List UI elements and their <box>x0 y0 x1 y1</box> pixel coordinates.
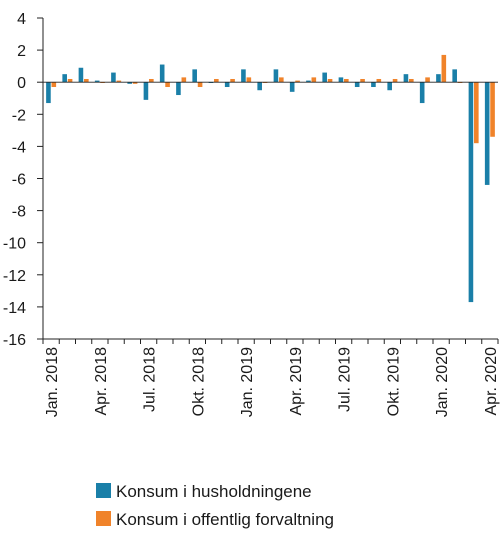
legend-label-1: Konsum i husholdningene <box>116 482 312 501</box>
x-tick-label: Jan. 2018 <box>44 347 61 417</box>
bar-series-1-14 <box>273 69 279 83</box>
x-tick-label: Okt. 2019 <box>385 347 402 416</box>
bar-series-1-24 <box>436 74 441 83</box>
bar-series-1-27 <box>484 82 490 185</box>
y-tick-label: -8 <box>12 204 26 221</box>
bar-series-1-2 <box>78 67 84 83</box>
y-axis-tick-labels: 4 2 0 -2 -4 -6 -8 -10 -12 -14 -16 <box>3 11 26 349</box>
y-tick-label: 2 <box>17 43 26 60</box>
bar-series-2-24 <box>441 54 447 83</box>
bar-series-2-17 <box>327 78 333 83</box>
bar-series-1-4 <box>111 72 116 83</box>
y-tick-label: -4 <box>12 139 26 156</box>
x-tick-label: Apr. 2019 <box>288 347 305 416</box>
bar-series-1-9 <box>192 69 197 83</box>
bar-series-2-18 <box>344 78 349 83</box>
x-tick-label: Jul. 2019 <box>337 347 354 412</box>
x-tick-label: Okt. 2018 <box>190 347 207 416</box>
bar-series-2-15 <box>295 80 300 83</box>
bar-series-2-0 <box>51 82 57 88</box>
bars <box>46 54 495 303</box>
legend-swatch-2 <box>96 511 111 526</box>
bar-series-1-23 <box>419 82 425 104</box>
bar-series-1-8 <box>176 82 181 96</box>
bar-series-2-22 <box>409 78 414 83</box>
legend-label-2: Konsum i offentlig forvaltning <box>116 510 334 529</box>
bar-series-2-14 <box>279 77 284 83</box>
bar-series-1-5 <box>127 82 132 84</box>
bar-series-2-11 <box>230 78 235 83</box>
bar-series-1-13 <box>257 82 262 91</box>
bar-series-2-8 <box>181 77 187 83</box>
bar-series-2-6 <box>149 78 154 83</box>
bar-series-1-0 <box>46 82 51 104</box>
bar-series-2-7 <box>165 82 170 88</box>
axes <box>37 17 499 344</box>
x-tick-label: Jan. 2019 <box>239 347 256 417</box>
bar-series-1-20 <box>371 82 376 88</box>
bar-series-2-9 <box>197 82 203 88</box>
x-tick-label: Apr. 2018 <box>93 347 110 416</box>
bar-series-1-21 <box>387 82 392 91</box>
x-tick-label: Jan. 2020 <box>434 347 451 417</box>
bar-series-1-1 <box>62 74 67 83</box>
bar-series-2-2 <box>84 78 89 83</box>
y-tick-label: -6 <box>12 172 26 189</box>
legend: Konsum i husholdningene Konsum i offentli… <box>96 482 334 529</box>
bar-series-2-16 <box>311 77 317 83</box>
bar-series-2-20 <box>376 78 382 83</box>
x-axis-tick-labels: Jan. 2018 Apr. 2018 Jul. 2018 Okt. 2018 Jan.… <box>44 347 500 417</box>
bar-series-1-16 <box>306 80 311 83</box>
bar-series-1-17 <box>322 72 327 83</box>
bar-series-2-21 <box>392 78 398 83</box>
y-tick-label: -10 <box>3 236 26 253</box>
y-tick-label: -16 <box>3 332 26 349</box>
x-tick-label: Jul. 2018 <box>142 347 159 412</box>
bar-series-2-27 <box>490 82 495 137</box>
bar-series-1-15 <box>289 82 295 92</box>
bar-series-1-19 <box>354 82 360 88</box>
bar-series-1-3 <box>94 80 100 83</box>
bar-series-2-19 <box>360 78 365 83</box>
bar-series-2-5 <box>132 82 138 84</box>
bar-series-1-22 <box>403 74 409 83</box>
y-tick-label: -12 <box>3 268 26 285</box>
bar-series-2-4 <box>116 80 122 83</box>
bar-series-1-26 <box>468 82 474 303</box>
bar-series-1-25 <box>452 69 457 83</box>
x-tick-label: Apr. 2020 <box>483 347 500 416</box>
bar-series-1-6 <box>143 82 149 100</box>
legend-swatch-1 <box>96 483 111 498</box>
bar-series-2-1 <box>67 78 73 83</box>
bar-series-1-11 <box>224 82 230 88</box>
bar-series-2-23 <box>425 77 430 83</box>
y-tick-label: 4 <box>17 11 26 28</box>
bar-series-1-12 <box>241 69 246 83</box>
bar-series-2-10 <box>214 78 219 83</box>
y-tick-label: -14 <box>3 300 26 317</box>
bar-series-1-18 <box>338 77 344 83</box>
y-tick-label: 0 <box>17 75 26 92</box>
y-tick-label: -2 <box>12 107 26 124</box>
bar-series-1-7 <box>159 64 165 83</box>
bar-series-2-26 <box>474 82 479 144</box>
bar-series-2-12 <box>246 77 252 83</box>
